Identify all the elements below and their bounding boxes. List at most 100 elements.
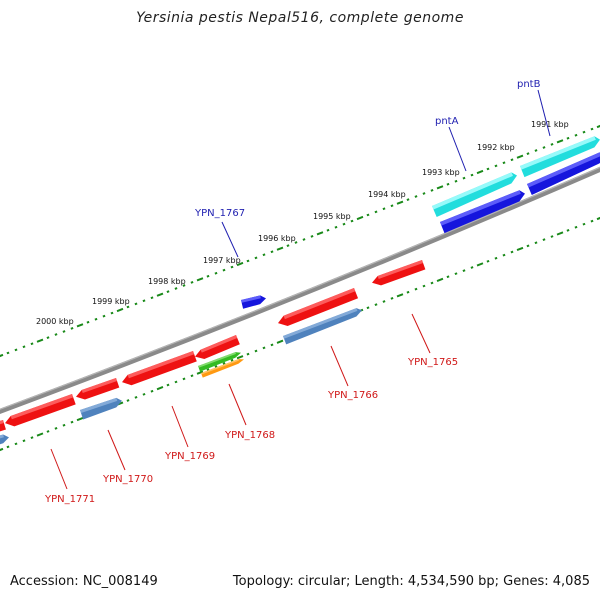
gene-pntB-cyan[interactable] [520,136,600,178]
gene-label-pntA[interactable]: pntA [435,116,459,127]
scale-tick [590,127,594,131]
gene-edge-steel[interactable] [0,434,9,447]
scale-tick [342,222,346,226]
gene-pntB-blue-highlight [527,152,600,188]
scale-label-2000: 2000 kbp [36,317,74,326]
genome-backbone [0,166,600,414]
gene-YPN_1770[interactable] [76,378,120,400]
callout-line-YPN_1771 [50,448,68,490]
scale-tick [174,287,178,290]
scale-tick [86,320,90,324]
gene-YPN_1768-green[interactable] [198,352,241,372]
gene-YPN_1765[interactable] [372,260,426,286]
scale-tick [310,235,314,238]
scale-tick [276,246,284,251]
gene-YPN_1768-orange[interactable] [201,359,244,378]
scale-tick [486,259,490,263]
scale-tick [382,300,386,303]
gene-label-YPN_1767[interactable]: YPN_1767 [194,208,245,219]
scale-tick [494,164,498,168]
callout-line-pntB [537,89,551,137]
scale-tick [542,146,546,149]
gene-YPN_1766-steel-body[interactable] [283,308,362,345]
scale-tick [236,355,244,360]
scale-tick [76,416,84,422]
scale-tick [406,290,410,294]
scale-tick [54,333,58,336]
gene-YPN_1770-steel[interactable] [80,397,122,420]
gene-label-pntB[interactable]: pntB [517,79,541,90]
gene-label-YPN_1771[interactable]: YPN_1771 [44,494,95,505]
scale-tick [214,365,218,368]
scale-tick [254,256,258,260]
scale-tick [36,432,44,437]
scale-tick [374,210,378,214]
gene-YPN_1766[interactable] [278,288,359,327]
scale-tick [542,238,546,242]
scale-tick [236,261,244,267]
scale-tick [30,342,34,346]
gene-label-YPN_1766[interactable]: YPN_1766 [327,390,378,401]
scale-tick [196,370,204,375]
gene-label-YPN_1765[interactable]: YPN_1765 [407,357,458,368]
scale-tick [556,231,564,236]
outer-scale-track [0,124,600,358]
gene-pntA-cyan[interactable] [432,172,517,218]
scale-tick [174,380,178,384]
gene-label-YPN_1768[interactable]: YPN_1768 [224,430,275,441]
gene-label-YPN_1770[interactable]: YPN_1770 [102,474,153,485]
scale-tick [214,271,218,275]
genome-backbone-highlight [0,166,600,410]
scale-tick [582,222,586,226]
scale-tick [414,287,418,291]
scale-tick [182,284,186,287]
scale-tick [596,124,600,129]
scale-tick [382,207,386,211]
scale-tick [494,256,498,260]
scale-tick [254,349,258,353]
scale-tick [246,352,250,356]
scale-tick [334,225,338,229]
gene-YPN_1767-highlight [241,295,261,303]
scale-label-1992: 1992 kbp [477,143,515,152]
scale-tick [0,447,4,452]
gene-edge-red[interactable] [0,420,6,432]
scale-tick [374,303,378,306]
gene-YPN_1770-highlight [81,378,118,394]
scale-tick [190,281,194,284]
scale-tick [396,200,404,205]
scale-tick [276,339,284,344]
gene-label-YPN_1769[interactable]: YPN_1769 [164,451,215,462]
gene-pntA-cyan-body[interactable] [432,172,517,218]
scale-tick [54,426,58,430]
scale-tick [550,235,554,238]
gene-pntA-blue-body[interactable] [440,190,525,234]
scale-tick [350,219,354,223]
gene-YPN_1767[interactable] [241,295,266,309]
gene-YPN_1770-steel-body[interactable] [80,397,122,420]
scale-tick [126,399,130,402]
gene-YPN_1768-green-body[interactable] [198,352,241,372]
scale-tick [110,311,114,315]
scale-tick [366,306,370,310]
gene-edge-steel-highlight [0,434,4,439]
scale-tick [134,396,138,399]
gene-YPN_1769[interactable] [122,351,197,386]
gene-YPN_1771[interactable] [5,394,76,427]
gene-YPN_1768-orange-body[interactable] [201,359,244,378]
scale-tick [596,216,600,221]
scale-tick [390,297,394,300]
scale-tick [270,343,274,347]
gene-YPN_1768-red[interactable] [195,335,240,359]
scale-tick [46,430,50,433]
gene-YPN_1766-steel[interactable] [283,308,362,345]
scale-tick [526,152,530,155]
gene-YPN_1765-highlight [377,260,424,279]
scale-tick [6,445,10,449]
gene-pntB-cyan-body[interactable] [520,136,600,178]
scale-tick [534,241,538,245]
scale-tick [396,293,404,298]
gene-pntA-blue[interactable] [440,190,525,234]
gene-pntB-blue[interactable] [527,152,600,196]
